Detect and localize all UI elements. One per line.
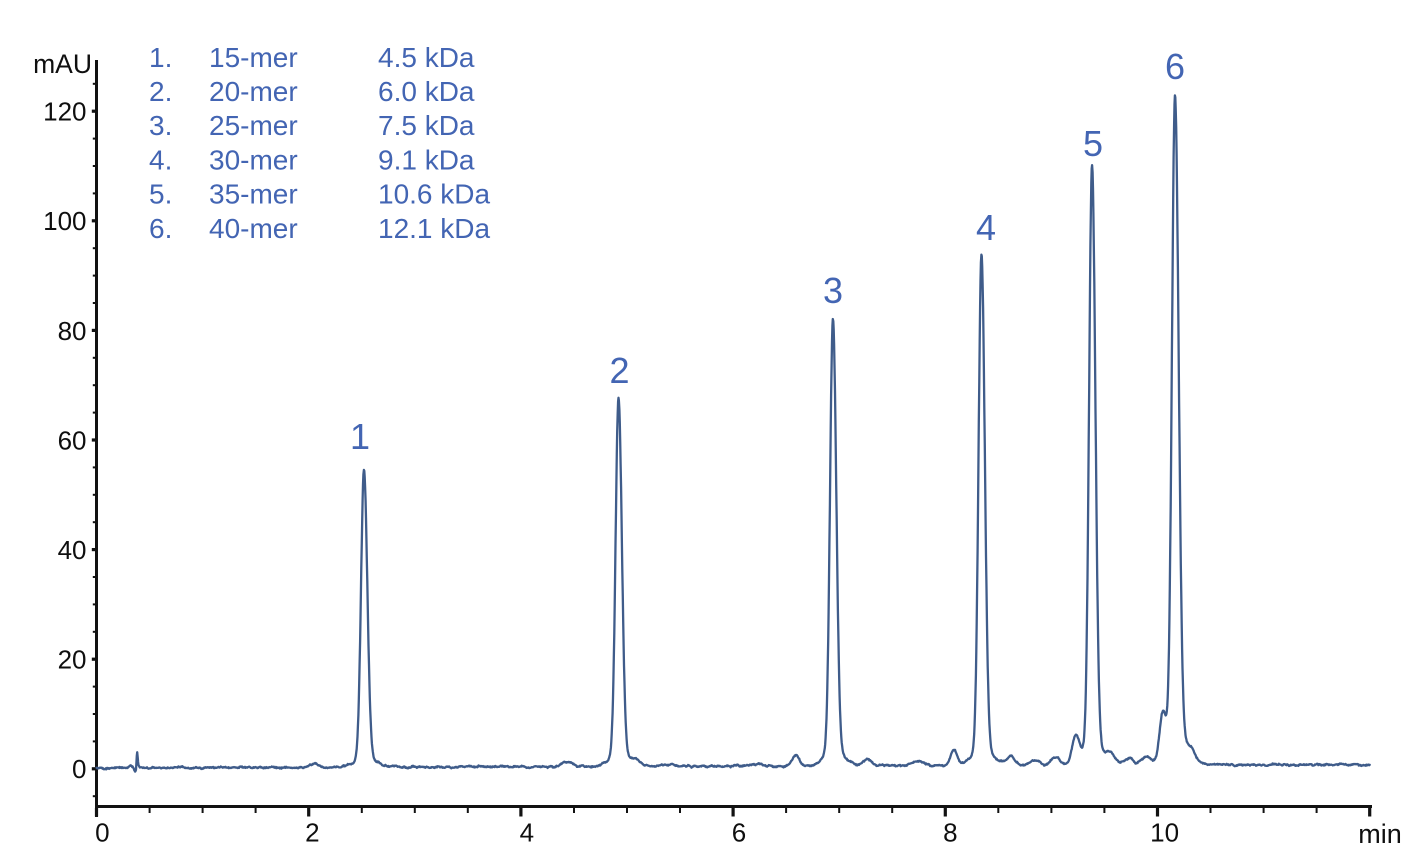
svg-text:4: 4 xyxy=(520,818,534,848)
svg-text:35-mer: 35-mer xyxy=(209,179,298,210)
svg-text:2: 2 xyxy=(305,818,319,848)
svg-text:8: 8 xyxy=(943,818,957,848)
svg-text:6: 6 xyxy=(1165,46,1185,87)
svg-text:100: 100 xyxy=(43,206,86,236)
svg-text:3: 3 xyxy=(823,270,843,311)
svg-text:20: 20 xyxy=(58,645,87,675)
svg-text:min: min xyxy=(1358,819,1402,849)
svg-text:40: 40 xyxy=(58,535,87,565)
svg-text:0: 0 xyxy=(95,818,109,848)
svg-text:40-mer: 40-mer xyxy=(209,213,298,244)
svg-text:7.5 kDa: 7.5 kDa xyxy=(378,110,475,141)
svg-text:3.: 3. xyxy=(149,110,172,141)
svg-text:25-mer: 25-mer xyxy=(209,110,298,141)
svg-text:1: 1 xyxy=(350,416,370,457)
svg-text:2: 2 xyxy=(609,350,629,391)
svg-text:80: 80 xyxy=(58,316,87,346)
svg-text:10: 10 xyxy=(1150,818,1179,848)
svg-text:15-mer: 15-mer xyxy=(209,42,298,73)
svg-text:6.0 kDa: 6.0 kDa xyxy=(378,76,475,107)
svg-text:120: 120 xyxy=(43,97,86,127)
svg-text:20-mer: 20-mer xyxy=(209,76,298,107)
svg-text:12.1 kDa: 12.1 kDa xyxy=(378,213,490,244)
svg-text:4: 4 xyxy=(976,207,996,248)
svg-text:9.1 kDa: 9.1 kDa xyxy=(378,144,475,175)
svg-text:mAU: mAU xyxy=(33,49,92,79)
svg-text:6: 6 xyxy=(732,818,746,848)
svg-text:1.: 1. xyxy=(149,42,172,73)
svg-text:60: 60 xyxy=(58,425,87,455)
svg-text:2.: 2. xyxy=(149,76,172,107)
svg-text:0: 0 xyxy=(72,754,86,784)
svg-text:5.: 5. xyxy=(149,179,172,210)
svg-text:5: 5 xyxy=(1083,123,1103,164)
svg-text:6.: 6. xyxy=(149,213,172,244)
svg-text:4.5 kDa: 4.5 kDa xyxy=(378,42,475,73)
svg-text:30-mer: 30-mer xyxy=(209,144,298,175)
svg-text:10.6 kDa: 10.6 kDa xyxy=(378,179,490,210)
svg-text:4.: 4. xyxy=(149,144,172,175)
